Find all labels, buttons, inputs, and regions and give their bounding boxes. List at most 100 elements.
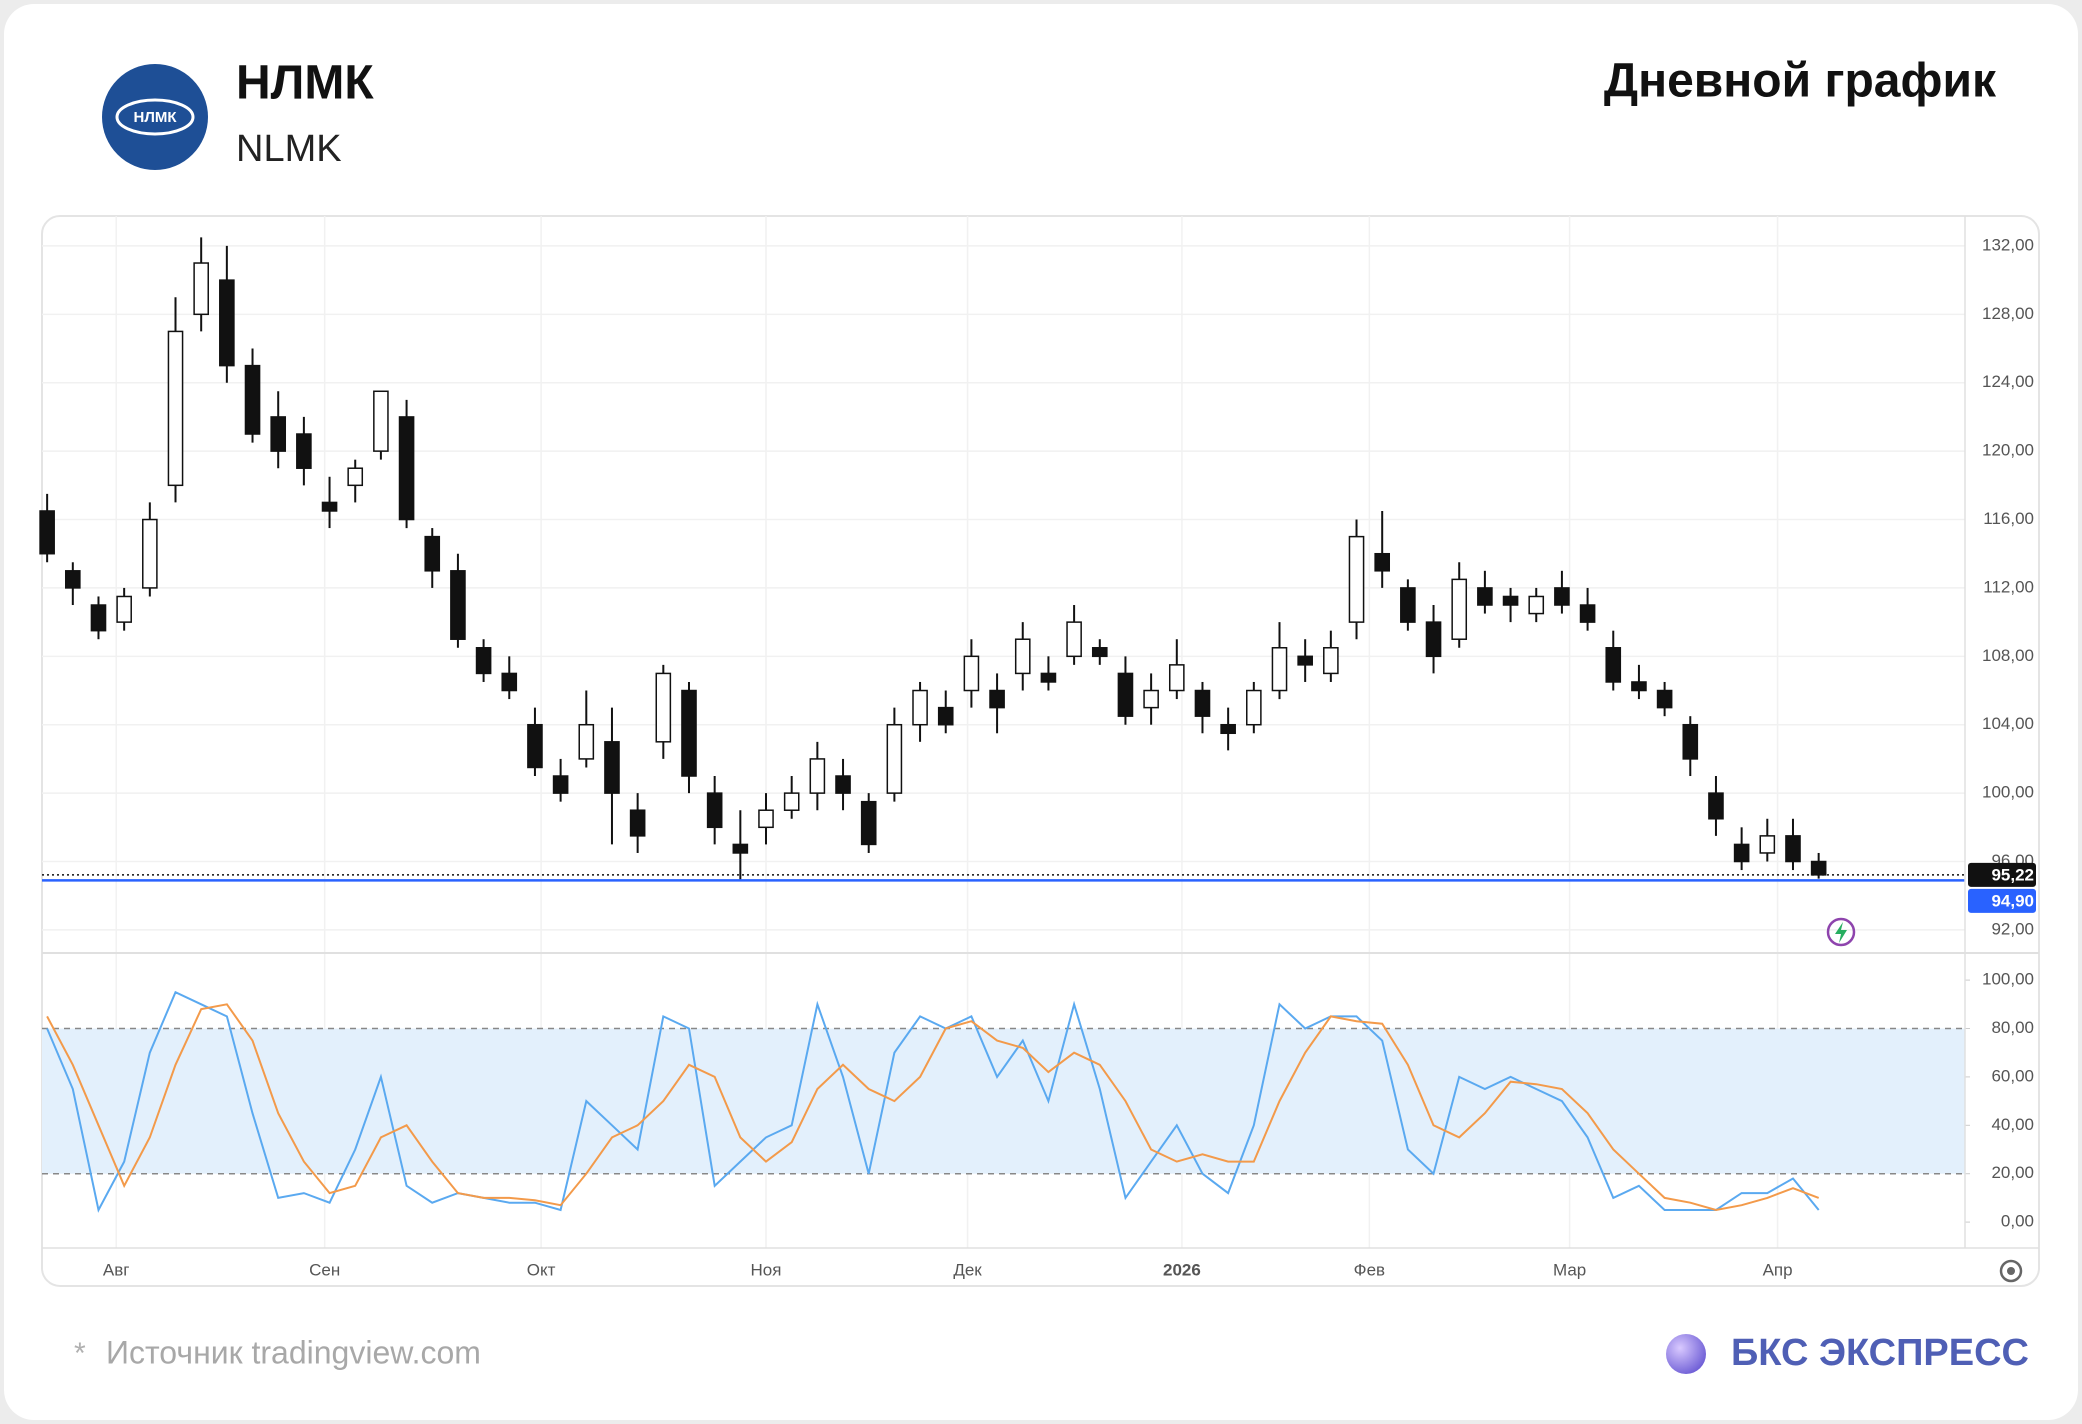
candle-body <box>501 672 518 692</box>
chart: НЛМК НЛМК NLMK Дневной график 92,0096,00… <box>39 55 2040 1374</box>
y-tick-label: 20,00 <box>1991 1163 2034 1182</box>
note-mark: * <box>74 1337 86 1370</box>
y-tick-label: 108,00 <box>1982 646 2034 665</box>
title: Дневной график <box>1604 55 1997 108</box>
price-label: 94,90 <box>1991 891 2034 910</box>
candle-body <box>373 390 389 452</box>
candle-body <box>270 416 287 452</box>
price-label: 95,22 <box>1991 865 2034 884</box>
y-tick-label: 132,00 <box>1982 235 2034 254</box>
candle-body <box>604 741 620 794</box>
candle-body <box>1605 647 1622 683</box>
candle-body <box>1271 647 1288 692</box>
x-tick-label: Апр <box>1763 1260 1793 1279</box>
candle-body <box>1528 595 1545 615</box>
price-label-box <box>1968 888 2036 913</box>
candle-body <box>1400 587 1416 623</box>
candle-body <box>937 706 954 726</box>
candle-body <box>1143 689 1159 709</box>
y-tick-label: 120,00 <box>1982 441 2034 460</box>
brand: БКС ЭКСПРЕСС <box>1731 1332 2029 1374</box>
candle-body <box>1014 638 1031 675</box>
y-tick-label: 80,00 <box>1991 1018 2034 1037</box>
oscillator-line <box>46 1003 1820 1212</box>
y-tick-label: 0,00 <box>2001 1212 2034 1231</box>
candle-body <box>1425 621 1442 658</box>
candle-body <box>347 467 364 487</box>
candle-body <box>296 433 312 469</box>
candle-body <box>706 792 723 829</box>
source: Источник tradingview.com <box>106 1334 481 1370</box>
settings-dot <box>2007 1267 2015 1275</box>
candle-body <box>886 723 903 794</box>
y-tick-label: 40,00 <box>1991 1115 2034 1134</box>
alert-icon[interactable] <box>1826 917 1856 947</box>
price-label-box <box>1968 862 2036 887</box>
candle-body <box>167 330 184 487</box>
candle-body <box>758 809 774 829</box>
candle-body <box>1682 723 1699 760</box>
candle-body <box>912 689 928 726</box>
candle-body <box>1631 681 1647 692</box>
candle-body <box>1091 647 1108 658</box>
x-tick-label: Дек <box>953 1260 982 1279</box>
ticker: НЛМК <box>236 57 374 110</box>
x-tick-label: Сен <box>309 1260 340 1279</box>
candle-body <box>732 843 749 854</box>
x-tick-label: 2026 <box>1163 1260 1201 1279</box>
logo-text: НЛМК <box>133 109 177 126</box>
candle-body <box>629 809 646 837</box>
candle-body <box>193 262 209 316</box>
candle-body <box>1323 647 1339 675</box>
candle-body <box>783 792 800 811</box>
x-tick-label: Фев <box>1354 1260 1385 1279</box>
settings-icon[interactable] <box>1999 1259 2023 1283</box>
candle-body <box>578 723 595 760</box>
candle-body <box>1040 672 1057 683</box>
candle-body <box>1579 604 1596 623</box>
candle-body <box>1656 689 1673 709</box>
candle-body <box>1168 664 1185 692</box>
candle-body <box>1502 595 1519 606</box>
candle-body <box>475 647 492 675</box>
x-tick-label: Ноя <box>751 1260 782 1279</box>
candle-body <box>1733 843 1750 863</box>
candle-body <box>860 800 877 846</box>
logo <box>102 64 208 170</box>
candle-body <box>1759 835 1776 854</box>
candle-body <box>1785 835 1801 863</box>
candle-body <box>655 672 672 743</box>
candle-body <box>398 416 415 521</box>
candle-body <box>1117 672 1134 717</box>
candle-body <box>1297 655 1313 666</box>
candle-body <box>244 364 261 435</box>
candle-body <box>1451 578 1468 640</box>
candle-body <box>963 655 980 692</box>
y-tick-label: 128,00 <box>1982 304 2034 323</box>
x-tick-label: Авг <box>103 1260 130 1279</box>
candle-body <box>1348 535 1365 623</box>
candle-body <box>39 510 55 555</box>
candle-body <box>90 604 107 632</box>
candle-body <box>64 570 81 589</box>
candle-body <box>835 775 851 794</box>
alert-bolt <box>1835 922 1847 943</box>
y-tick-label: 124,00 <box>1982 372 2034 391</box>
candle-body <box>1194 689 1211 717</box>
candle-body <box>989 689 1005 709</box>
y-tick-label: 104,00 <box>1982 714 2034 733</box>
band <box>42 1028 1965 1174</box>
candle-body <box>1477 587 1493 606</box>
candle-body <box>1708 792 1724 820</box>
candle-body <box>1066 621 1082 658</box>
y-tick-label: 100,00 <box>1982 970 2034 989</box>
candle-body <box>1220 723 1236 735</box>
candle-body <box>142 518 158 589</box>
card: НЛМК НЛМК NLMK Дневной график 92,00 96,00… <box>4 4 2078 1420</box>
candle-body <box>116 595 132 623</box>
y-tick-label: 92,00 <box>1991 919 2034 938</box>
y-tick-label: 116,00 <box>1983 509 2034 528</box>
logo-ring <box>115 98 195 136</box>
candle-body <box>552 775 569 794</box>
candle-body <box>809 758 826 794</box>
